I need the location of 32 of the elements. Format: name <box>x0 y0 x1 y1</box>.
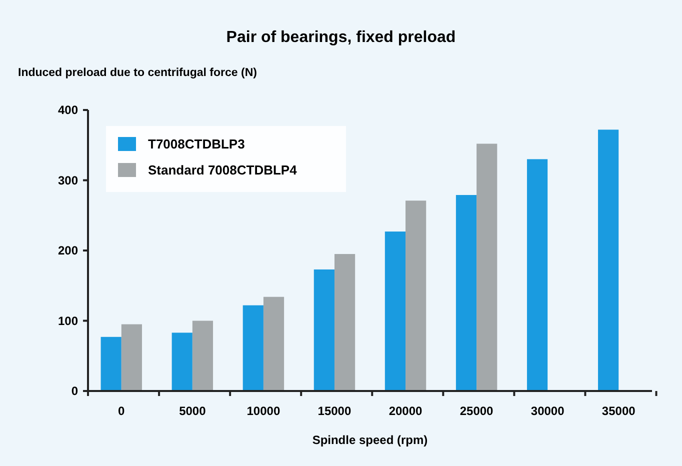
x-axis-title: Spindle speed (rpm) <box>312 433 428 447</box>
bar <box>476 144 498 391</box>
y-tick-label: 0 <box>71 384 78 398</box>
y-tick-label: 100 <box>58 314 78 328</box>
x-tick-label: 5000 <box>179 404 206 418</box>
x-tick-label: 0 <box>118 404 126 418</box>
bar <box>172 332 192 391</box>
bar <box>598 130 619 391</box>
bar <box>100 336 122 391</box>
x-tick-label: 25000 <box>460 404 494 418</box>
y-tick-label: 200 <box>58 244 78 258</box>
bar <box>406 200 426 391</box>
y-tick-label: 300 <box>58 173 78 188</box>
legend-label: T7008CTDBLP3 <box>148 136 245 152</box>
x-tick-label: 15000 <box>318 404 352 418</box>
y-axis-title: Induced preload due to centrifugal force (N) <box>18 67 258 79</box>
bar <box>526 159 548 391</box>
x-tick-label: 10000 <box>246 404 280 418</box>
bar <box>242 305 264 391</box>
x-tick-label: 35000 <box>602 404 636 418</box>
bar <box>334 254 356 391</box>
bar <box>192 320 214 391</box>
bar <box>263 296 284 391</box>
y-tick-label: 400 <box>58 103 78 118</box>
bar <box>121 324 142 391</box>
bar <box>384 232 406 391</box>
x-tick-label: 30000 <box>530 404 565 418</box>
bar <box>314 269 334 391</box>
chart-title: Pair of bearings, fixed preload <box>226 29 456 46</box>
x-tick-label: 20000 <box>388 404 423 418</box>
bar <box>456 195 477 391</box>
legend-label: Standard 7008CTDBLP4 <box>148 162 298 178</box>
